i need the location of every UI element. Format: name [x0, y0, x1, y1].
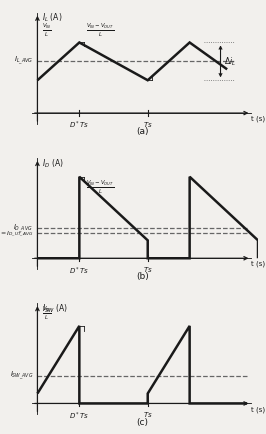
- Text: $D^*Ts$: $D^*Ts$: [69, 411, 89, 422]
- Text: $Ts$: $Ts$: [143, 120, 153, 129]
- Text: (c): (c): [136, 418, 148, 427]
- Text: $D^*Ts$: $D^*Ts$: [69, 265, 89, 276]
- Text: (b): (b): [136, 273, 149, 281]
- Text: $I_D$ (A): $I_D$ (A): [42, 157, 63, 170]
- Text: $\frac{V_{IN}-V_{OUT}}{L}$: $\frac{V_{IN}-V_{OUT}}{L}$: [86, 179, 114, 196]
- Text: t (s): t (s): [251, 406, 265, 413]
- Text: $\frac{V_{IN}-V_{OUT}}{L}$: $\frac{V_{IN}-V_{OUT}}{L}$: [86, 21, 114, 39]
- Text: $I_{D\_AVG}$: $I_{D\_AVG}$: [14, 222, 33, 234]
- Text: t (s): t (s): [251, 261, 265, 267]
- Text: (a): (a): [136, 127, 148, 136]
- Text: $Ts$: $Ts$: [143, 265, 153, 274]
- Text: $D^*Ts$: $D^*Ts$: [69, 120, 89, 132]
- Text: $I_{SW\_AVG}$: $I_{SW\_AVG}$: [10, 369, 33, 381]
- Text: $\frac{V_{IN}}{L}$: $\frac{V_{IN}}{L}$: [42, 305, 52, 322]
- Text: $= I_{D\_UT\_AVG}$: $= I_{D\_UT\_AVG}$: [0, 229, 33, 238]
- Text: $I_L$ (A): $I_L$ (A): [42, 12, 62, 24]
- Text: t (s): t (s): [251, 116, 265, 122]
- Text: $\frac{V_{IN}}{L}$: $\frac{V_{IN}}{L}$: [42, 21, 52, 39]
- Text: $I_{SW}$ (A): $I_{SW}$ (A): [42, 302, 68, 315]
- Text: $Ts$: $Ts$: [143, 411, 153, 419]
- Text: $\Delta i_L$: $\Delta i_L$: [224, 55, 236, 68]
- Text: $I_{L\_AVG}$: $I_{L\_AVG}$: [14, 55, 33, 67]
